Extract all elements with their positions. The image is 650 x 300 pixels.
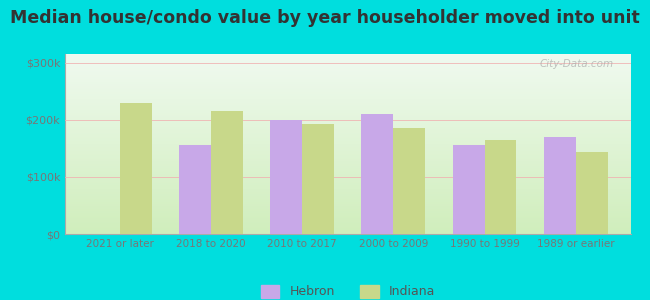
Bar	[544, 137, 576, 234]
Bar	[211, 111, 243, 234]
Bar	[302, 124, 334, 234]
Bar	[484, 140, 517, 234]
Bar	[179, 146, 211, 234]
Text: Median house/condo value by year householder moved into unit: Median house/condo value by year househo…	[10, 9, 640, 27]
Bar	[452, 146, 484, 234]
Bar	[270, 120, 302, 234]
Bar	[361, 114, 393, 234]
Bar	[393, 128, 425, 234]
Text: City-Data.com: City-Data.com	[540, 59, 614, 69]
Bar	[576, 152, 608, 234]
Bar	[120, 103, 151, 234]
Legend: Hebron, Indiana: Hebron, Indiana	[255, 280, 440, 300]
